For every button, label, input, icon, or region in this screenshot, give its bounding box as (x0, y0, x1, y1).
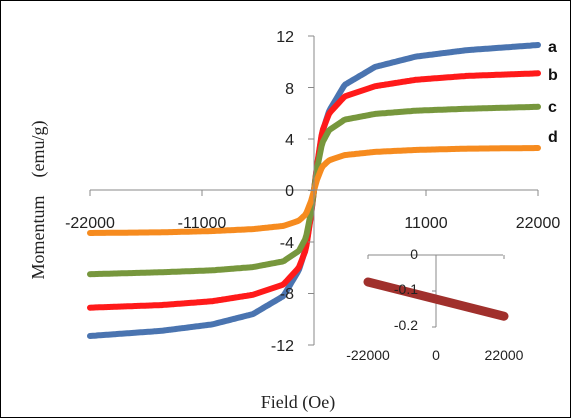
y-ticks (308, 35, 314, 346)
y-tick-label: 8 (285, 81, 294, 98)
inset-x-tick-label: 0 (432, 347, 440, 363)
x-tick-label: 11000 (404, 215, 447, 232)
series-label-c: c (548, 99, 557, 116)
inset-x-tick-label: 22000 (485, 347, 524, 363)
inset-y-tick-label: 0 (410, 246, 418, 262)
y-tick-label: -8 (280, 286, 294, 303)
inset-chart: 0 -0.1 -0.2 -22000 0 22000 (346, 246, 523, 363)
y-tick-label: 12 (276, 29, 294, 46)
y-tick-label: -12 (271, 338, 294, 355)
y-axis-title: Momentum (emu/g) (28, 121, 49, 280)
x-tick-label: 22000 (516, 215, 561, 232)
inset-ticks (367, 254, 505, 328)
series-label-b: b (548, 67, 558, 84)
inset-y-tick-label: -0.2 (394, 317, 418, 333)
y-tick-label: 0 (285, 183, 294, 200)
x-tick-label: -11000 (178, 215, 227, 232)
inset-data-line (363, 277, 509, 321)
inset-x-tick-label: -22000 (346, 347, 390, 363)
series-label-a: a (548, 39, 557, 56)
y-tick-label: 4 (285, 132, 294, 149)
series-label-d: d (548, 129, 558, 146)
inset-y-tick-label: -0.1 (394, 281, 418, 297)
x-tick-label: -22000 (65, 215, 115, 232)
x-axis-title: Field (Oe) (261, 392, 335, 413)
y-tick-label: -4 (280, 235, 294, 252)
